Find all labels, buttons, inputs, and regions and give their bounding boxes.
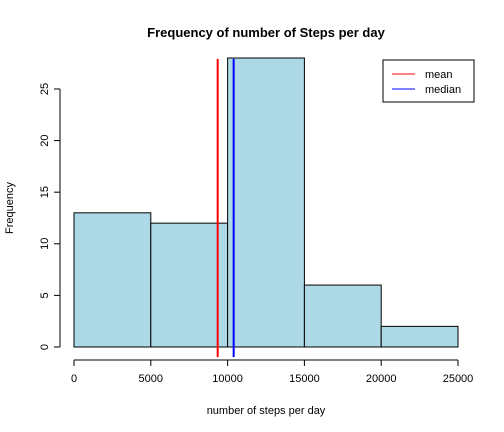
histogram-bar-4: [303, 284, 382, 348]
y-axis-label: Frequency: [4, 182, 16, 234]
y-tick-label-25: 25: [39, 83, 51, 95]
bars-group: [73, 57, 459, 348]
x-tick-label-10000: 10000: [212, 373, 243, 385]
x-axis: 0 5000 10000 15000 20000 25000: [71, 359, 474, 385]
legend: mean median: [382, 59, 475, 103]
x-tick-label-5000: 5000: [139, 373, 163, 385]
x-tick-label-20000: 20000: [366, 373, 397, 385]
y-tick-label-0: 0: [39, 344, 51, 350]
y-tick-label-5: 5: [39, 292, 51, 298]
y-tick-label-10: 10: [39, 238, 51, 250]
reference-lines-group: [216, 59, 235, 357]
y-tick-label-15: 15: [39, 186, 51, 198]
histogram-bar-2: [150, 222, 229, 348]
chart-title: Frequency of number of Steps per day: [147, 25, 385, 40]
y-tick-label-20: 20: [39, 134, 51, 146]
histogram-bar-3: [227, 57, 305, 348]
x-axis-label: number of steps per day: [207, 405, 326, 417]
legend-box: [382, 59, 475, 103]
legend-label-mean: mean: [425, 69, 453, 81]
x-tick-label-0: 0: [71, 373, 77, 385]
y-axis: 0 5 10 15 20 25: [39, 83, 61, 350]
histogram-bar-1: [73, 212, 152, 348]
x-tick-label-25000: 25000: [443, 373, 474, 385]
legend-label-median: median: [425, 84, 461, 96]
histogram-bar-5: [380, 325, 459, 348]
x-tick-label-15000: 15000: [289, 373, 320, 385]
